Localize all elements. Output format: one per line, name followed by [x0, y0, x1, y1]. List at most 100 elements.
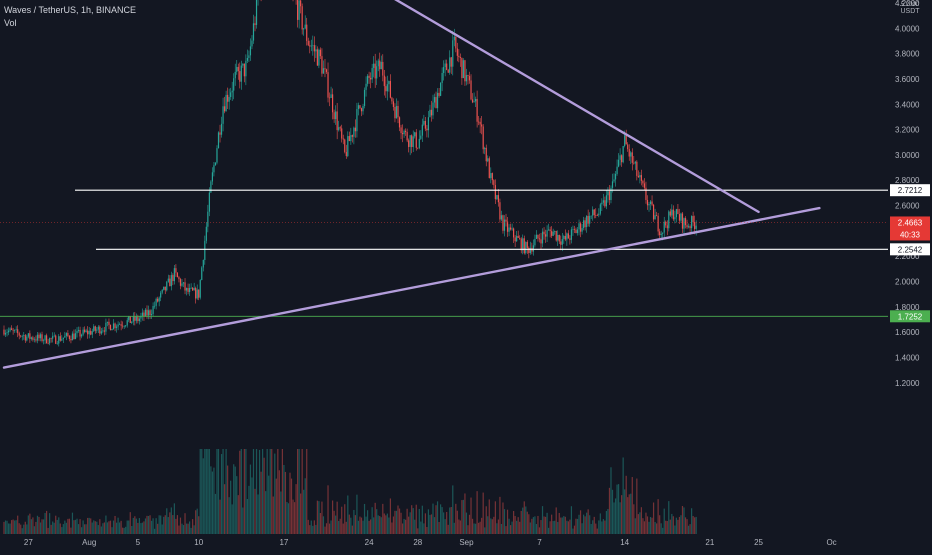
- candle-body: [611, 181, 614, 188]
- price-tick-label: 1.8000: [895, 303, 920, 312]
- candle-body: [338, 127, 340, 131]
- candle-body: [458, 55, 460, 58]
- candle-body: [529, 247, 531, 253]
- volume-bar: [541, 506, 544, 534]
- volume-bar: [493, 516, 495, 534]
- candle-body: [633, 162, 635, 164]
- candle-body: [564, 235, 566, 240]
- candle-body: [386, 84, 388, 92]
- time-tick-label: 21: [705, 538, 714, 547]
- volume-bar: [293, 502, 296, 534]
- candle-body: [395, 106, 398, 119]
- candle-body: [567, 233, 569, 239]
- volume-bar: [178, 525, 180, 534]
- symbol-title[interactable]: Waves / TetherUS, 1h, BINANCE: [4, 5, 137, 15]
- volume-bar: [356, 494, 358, 534]
- volume-bar: [573, 525, 576, 534]
- candle-body: [663, 221, 665, 233]
- volume-bar: [581, 523, 583, 534]
- volume-bar: [684, 517, 687, 534]
- volume-bar: [335, 515, 337, 534]
- candle-body: [251, 40, 253, 47]
- candle-body: [479, 121, 481, 125]
- candle-body: [537, 234, 539, 239]
- candle-body: [535, 234, 538, 239]
- volume-bar: [350, 517, 352, 534]
- candle-body: [351, 135, 353, 137]
- candle-body: [695, 225, 697, 229]
- volume-bar: [132, 517, 134, 534]
- volume-bar: [152, 518, 154, 534]
- volume-bar: [12, 519, 14, 534]
- candle-body: [628, 149, 630, 157]
- candle-body: [84, 329, 86, 332]
- volume-bar: [207, 449, 209, 534]
- candle-body: [227, 94, 229, 102]
- candle-body: [505, 219, 507, 222]
- candle-body: [143, 312, 145, 317]
- candle-body: [33, 339, 36, 341]
- last-price-badge: [890, 216, 930, 241]
- volume-bar: [357, 520, 360, 534]
- volume-bar: [100, 526, 102, 534]
- candle-body: [27, 333, 29, 337]
- candle-body: [157, 298, 159, 302]
- candle-body: [401, 133, 404, 135]
- candle-body: [657, 215, 659, 232]
- volume-bar: [105, 515, 107, 534]
- candle-body: [208, 192, 210, 212]
- volume-bar: [289, 472, 291, 534]
- candle-body: [11, 328, 13, 330]
- candle-body: [80, 334, 83, 337]
- volume-bar: [58, 517, 60, 534]
- level-label: 2.7212: [898, 186, 923, 195]
- candle-body: [362, 105, 364, 112]
- candle-body: [684, 218, 687, 226]
- time-tick-label: 5: [136, 538, 141, 547]
- candle-body: [543, 231, 545, 235]
- candle-body: [222, 106, 224, 124]
- candle-body: [76, 330, 78, 334]
- volume-bar: [643, 521, 646, 534]
- candle-body: [561, 239, 563, 245]
- candle-body: [488, 158, 490, 179]
- volume-bar: [18, 523, 20, 534]
- candle-body: [112, 323, 115, 329]
- volume-bar: [173, 503, 175, 534]
- volume-bar: [608, 487, 611, 534]
- candle-body: [90, 330, 92, 335]
- volume-bar: [589, 515, 591, 534]
- candle-body: [335, 111, 337, 120]
- candle-body: [188, 287, 191, 292]
- candle-body: [374, 63, 376, 79]
- volume-bar: [161, 524, 163, 534]
- volume-bar: [681, 505, 684, 534]
- volume-bar: [24, 521, 26, 534]
- volume-bar: [344, 504, 346, 534]
- volume-bar: [68, 518, 71, 534]
- descending-trendline: [394, 0, 760, 214]
- volume-bar: [64, 520, 66, 534]
- candle-body: [132, 316, 134, 322]
- price-tick-label: 2.8000: [895, 176, 920, 185]
- volume-bar: [604, 520, 606, 534]
- volume-bar: [657, 499, 659, 534]
- volume-bar: [363, 503, 366, 534]
- candle-body: [129, 316, 131, 323]
- candle-body: [411, 135, 413, 147]
- volume-bar: [544, 516, 547, 534]
- volume-bar: [201, 449, 203, 534]
- volume-bar: [275, 478, 277, 534]
- volume-bar: [453, 522, 455, 534]
- candle-body: [71, 333, 74, 341]
- candle-body: [595, 215, 597, 216]
- candle-body: [38, 334, 40, 339]
- candle-body: [602, 200, 604, 203]
- candle-body: [62, 337, 64, 340]
- volume-bar: [651, 517, 653, 534]
- volume-bar: [582, 514, 585, 534]
- volume-indicator-label[interactable]: Vol: [4, 18, 17, 28]
- candle-body: [225, 94, 227, 112]
